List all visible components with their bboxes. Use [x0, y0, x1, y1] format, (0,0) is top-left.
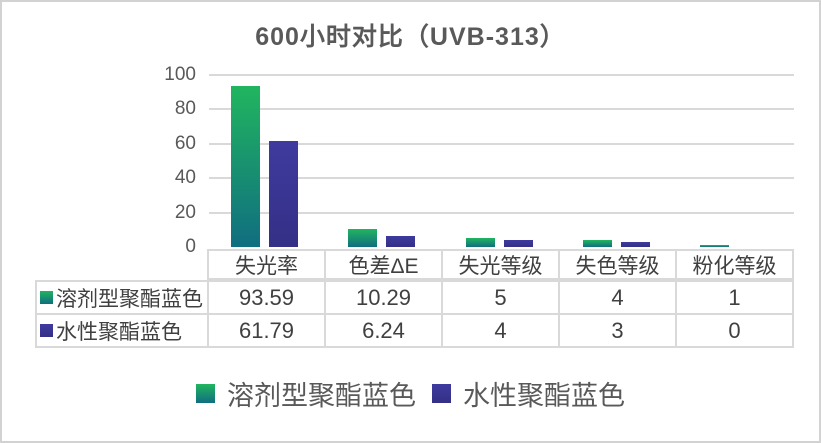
- y-tick-label: 20: [174, 201, 196, 223]
- table-row-label: 溶剂型聚酯蓝色: [36, 281, 208, 314]
- table-value-cell: 3: [559, 314, 676, 347]
- gridline: [209, 177, 794, 180]
- y-tick-label: 40: [174, 167, 196, 189]
- table-value-cell: 4: [442, 314, 559, 347]
- bar-series-0-category-1: [348, 229, 377, 247]
- table-value-cell: 93.59: [208, 281, 325, 314]
- y-tick-label: 0: [185, 236, 196, 257]
- table-value-cell: 6.24: [325, 314, 442, 347]
- series-1-swatch-icon: [432, 383, 451, 403]
- series-1-swatch-icon: [40, 324, 53, 337]
- y-tick-label: 60: [174, 132, 196, 154]
- table-header-cell: 失色等级: [559, 250, 676, 279]
- plot-area: [207, 74, 794, 247]
- table-value-cell: 61.79: [208, 314, 325, 347]
- table-value-cell: 1: [676, 281, 793, 314]
- bar-series-0-category-3: [583, 240, 612, 247]
- gridline: [209, 142, 794, 145]
- table-value-cell: 4: [559, 281, 676, 314]
- table-header-cell: 失光等级: [442, 250, 559, 279]
- legend: 溶剂型聚酯蓝色 水性聚酯蓝色: [0, 374, 821, 412]
- bar-series-0-category-4: [700, 245, 729, 247]
- y-tick-label: 100: [164, 64, 196, 85]
- bar-series-1-category-1: [386, 236, 415, 247]
- gridline: [209, 74, 794, 76]
- bar-series-1-category-0: [269, 141, 298, 247]
- legend-label-series-1: 水性聚酯蓝色: [463, 380, 625, 411]
- gridline: [209, 108, 794, 111]
- table-body: 溶剂型聚酯蓝色 93.59 10.29 5 4 1 水性聚酯蓝色 61.79 6.24 4 3 0: [35, 280, 794, 348]
- bar-series-1-category-2: [504, 240, 533, 247]
- table-header-cell: 失光率: [208, 250, 325, 279]
- bar-series-1-category-3: [621, 242, 650, 247]
- table-value-cell: 5: [442, 281, 559, 314]
- gridline: [209, 211, 794, 214]
- series-0-swatch-icon: [40, 291, 53, 304]
- legend-label-series-0: 溶剂型聚酯蓝色: [227, 380, 416, 411]
- legend-item-series-1: 水性聚酯蓝色: [432, 374, 625, 413]
- series-0-swatch-icon: [196, 383, 215, 403]
- table-header-row: 失光率 色差ΔE 失光等级 失色等级 粉化等级: [207, 249, 794, 280]
- table-row-label-text: 水性聚酯蓝色: [56, 320, 182, 344]
- table-header-cell: 粉化等级: [676, 250, 793, 279]
- chart-title: 600小时对比（UVB-313）: [255, 23, 566, 51]
- table-row-label-text: 溶剂型聚酯蓝色: [56, 287, 203, 311]
- bar-series-0-category-2: [466, 238, 495, 247]
- table-value-cell: 0: [676, 314, 793, 347]
- table-row-label: 水性聚酯蓝色: [36, 314, 208, 347]
- bar-series-0-category-0: [231, 86, 260, 247]
- table-value-cell: 10.29: [325, 281, 442, 314]
- y-tick-label: 80: [174, 98, 196, 120]
- legend-item-series-0: 溶剂型聚酯蓝色: [196, 374, 416, 413]
- table-header-cell: 色差ΔE: [325, 250, 442, 279]
